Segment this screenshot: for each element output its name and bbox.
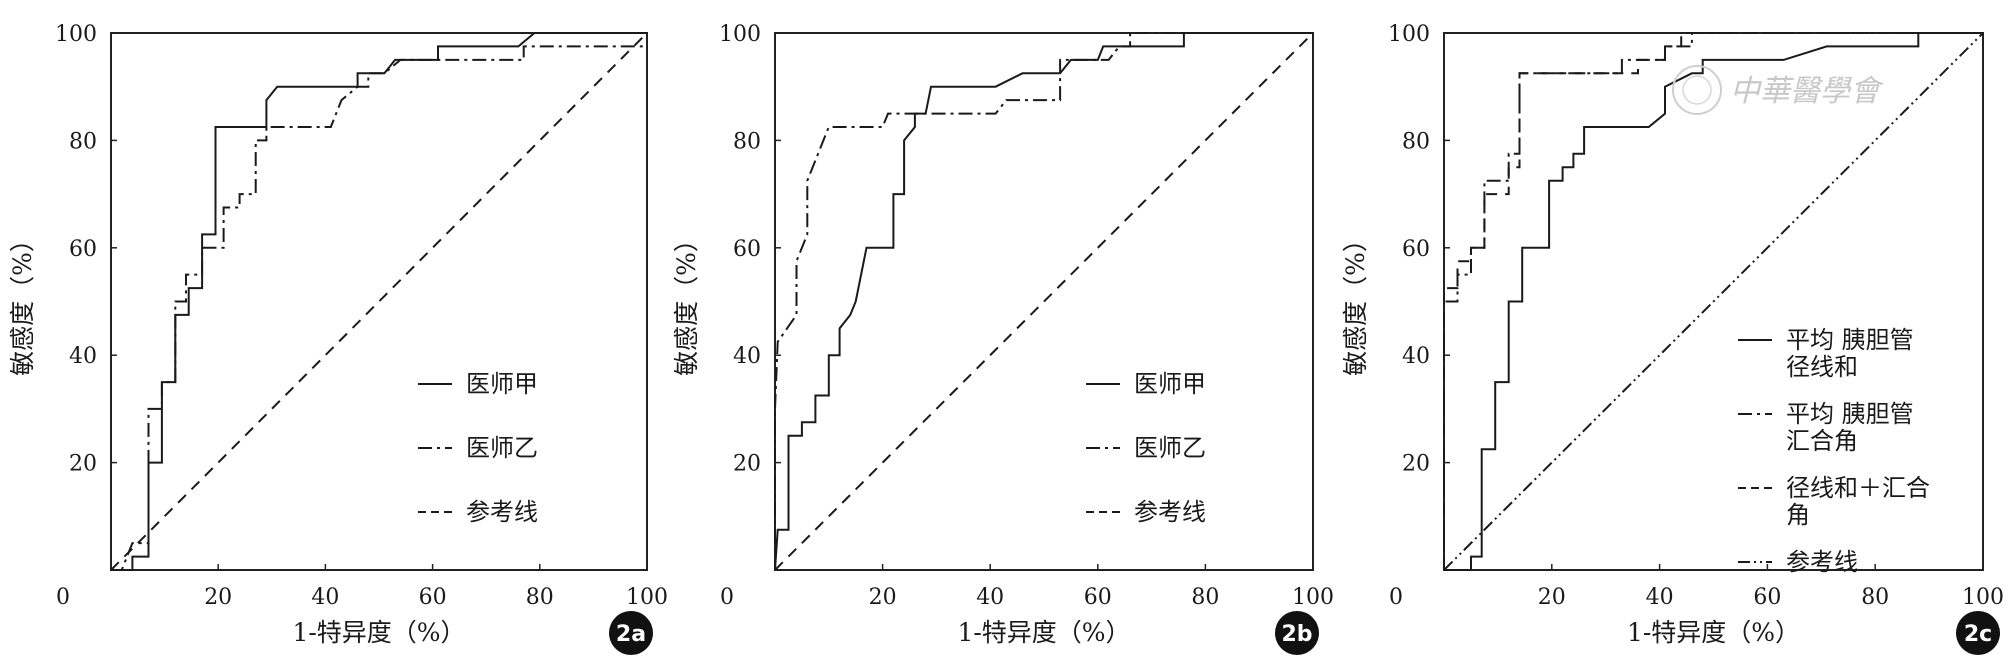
legend-label: 汇合角 — [1786, 427, 1858, 455]
panel-badge-label: 2b — [1281, 622, 1312, 647]
watermark: 中華醫學會 — [1672, 65, 1884, 115]
y-tick-label: 40 — [69, 344, 97, 369]
y-tick-label: 100 — [1388, 22, 1430, 47]
y-tick-label: 20 — [69, 452, 97, 477]
legend-label: 医师甲 — [1134, 370, 1206, 398]
x-tick-label: 100 — [1292, 585, 1334, 610]
legend-label: 平均 胰胆管 — [1786, 400, 1914, 428]
y-tick-label: 80 — [733, 129, 761, 154]
panel-badge — [1275, 611, 1319, 655]
x-tick-label: 60 — [1753, 585, 1781, 610]
legend-label: 医师乙 — [466, 434, 538, 462]
y-tick-label: 60 — [733, 237, 761, 262]
panel-badge — [609, 611, 653, 655]
x-tick-label: 100 — [1962, 585, 2004, 610]
x-tick-label: 60 — [419, 585, 447, 610]
y-tick-label: 40 — [1402, 344, 1430, 369]
plot-frame — [110, 32, 648, 571]
x-tick-label: 40 — [1646, 585, 1674, 610]
x-tick-label: 40 — [976, 585, 1004, 610]
series-line — [774, 32, 1313, 570]
x-tick-label: 80 — [1861, 585, 1889, 610]
y-axis-title: 敏感度（%） — [1341, 227, 1370, 376]
series-line — [774, 32, 1313, 571]
x-tick-label: 20 — [1538, 585, 1566, 610]
x-tick-label: 0 — [1389, 585, 1403, 610]
x-axis-title: 1-特异度（%） — [292, 618, 465, 647]
x-axis-title: 1-特异度（%） — [957, 618, 1130, 647]
x-tick-label: 60 — [1084, 585, 1112, 610]
panel-2c: 0 20 40 60 80 100 20 40 60 80 100 1-特异度（%） 敏感度（%） 平均 … — [1341, 22, 2004, 655]
legend-label: 医师甲 — [466, 370, 538, 398]
x-tick-label: 20 — [869, 585, 897, 610]
watermark-text: 中華醫學會 — [1730, 74, 1884, 109]
legend-label: 平均 胰胆管 — [1786, 326, 1914, 354]
y-tick-label: 80 — [69, 129, 97, 154]
legend-label: 参考线 — [1786, 548, 1858, 576]
panel-2a: 0 20 40 60 80 100 20 40 60 80 100 1-特异度（%） 敏感度（%） 医师甲… — [8, 22, 668, 655]
x-tick-label: 0 — [720, 585, 734, 610]
x-tick-label: 80 — [1191, 585, 1219, 610]
watermark-seal-inner-icon — [1682, 75, 1712, 105]
legend-label: 径线和 — [1786, 353, 1858, 381]
panel-2b: 0 20 40 60 80 100 20 40 60 80 100 1-特异度（%） 敏感度（%） 医师甲… — [672, 22, 1334, 655]
y-tick-label: 20 — [733, 452, 761, 477]
series-line — [1443, 32, 1983, 570]
x-tick-label: 20 — [204, 585, 232, 610]
x-tick-label: 40 — [311, 585, 339, 610]
panel-badge-label: 2a — [616, 622, 646, 647]
legend-label: 医师乙 — [1134, 434, 1206, 462]
x-tick-label: 100 — [626, 585, 668, 610]
y-tick-label: 60 — [69, 237, 97, 262]
y-tick-label: 60 — [1402, 237, 1430, 262]
series-line — [1443, 32, 1984, 571]
legend-label: 参考线 — [466, 498, 538, 526]
series-line — [111, 32, 647, 571]
y-tick-label: 100 — [719, 22, 761, 47]
x-tick-label: 80 — [526, 585, 554, 610]
x-axis-title: 1-特异度（%） — [1627, 618, 1800, 647]
series-line — [774, 32, 1314, 571]
legend-label: 径线和＋汇合 — [1786, 474, 1930, 502]
watermark-seal-icon — [1672, 65, 1722, 115]
panel-badge-label: 2c — [1964, 622, 1992, 647]
series-line — [111, 45, 647, 571]
x-tick-label: 0 — [56, 585, 70, 610]
y-axis-title: 敏感度（%） — [8, 227, 37, 376]
series-line — [110, 32, 648, 571]
legend-label: 角 — [1786, 501, 1810, 529]
y-axis-title: 敏感度（%） — [672, 227, 701, 376]
series-line — [1444, 32, 1983, 571]
y-tick-label: 20 — [1402, 452, 1430, 477]
y-tick-label: 100 — [55, 22, 97, 47]
legend-label: 参考线 — [1134, 498, 1206, 526]
panel-badge — [1956, 611, 2000, 655]
y-tick-label: 40 — [733, 344, 761, 369]
plot-frame — [774, 32, 1314, 571]
y-tick-label: 80 — [1402, 129, 1430, 154]
